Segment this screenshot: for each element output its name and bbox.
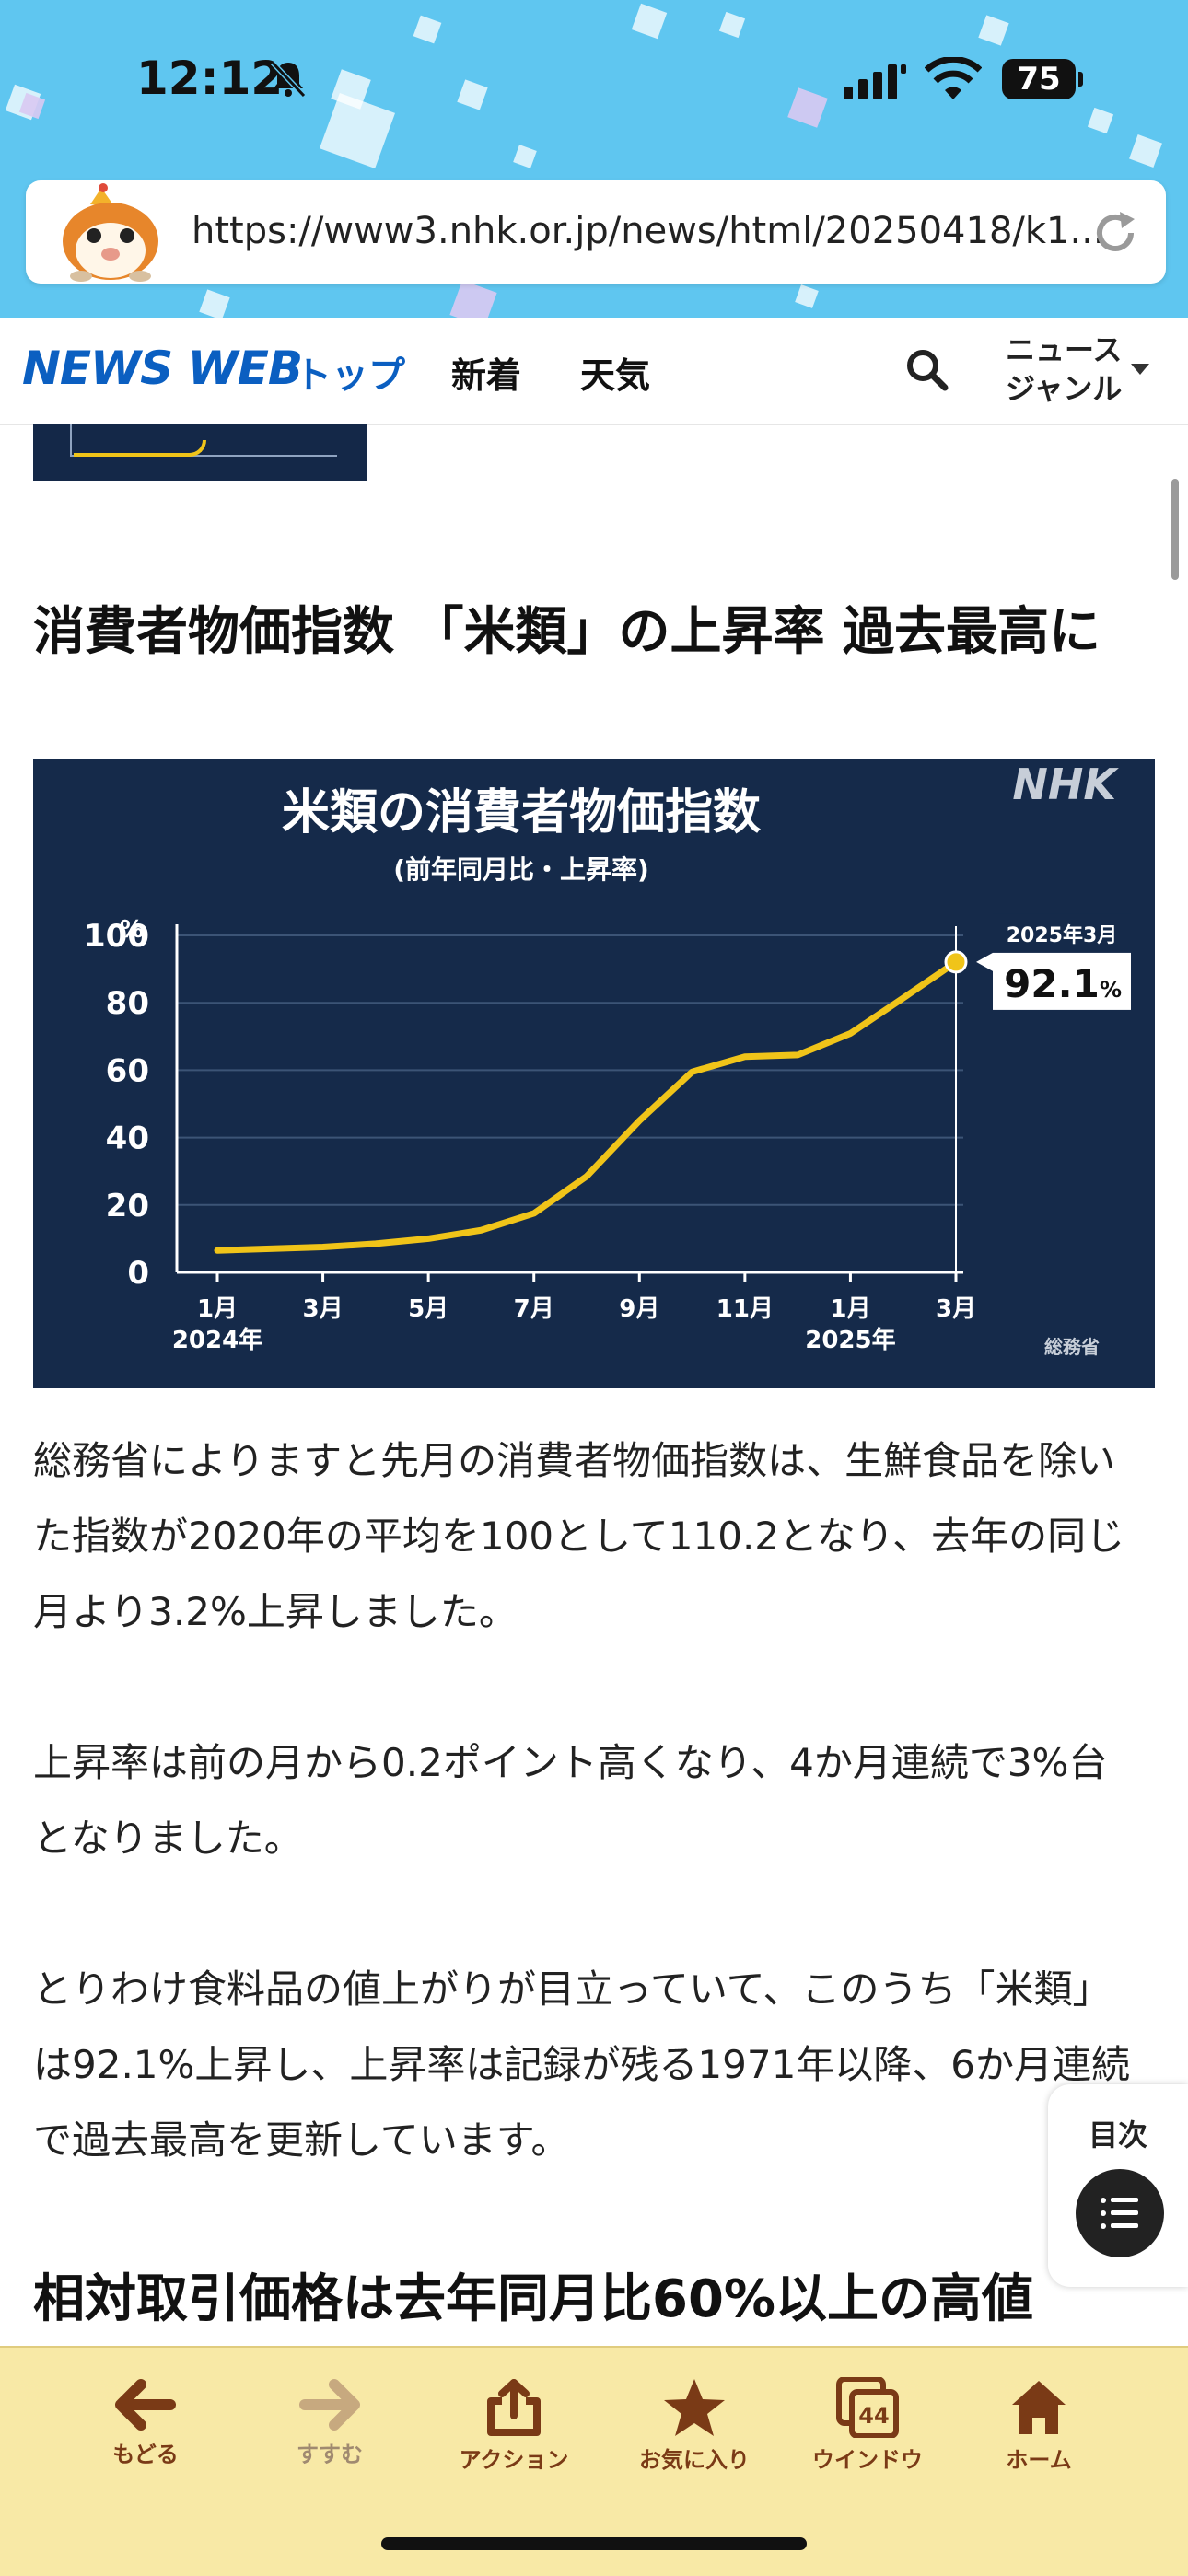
x-tick-label: 1月 — [197, 1295, 238, 1323]
page-scrollbar[interactable] — [1171, 479, 1179, 580]
y-tick-label: 40 — [106, 1120, 149, 1157]
chart-line-fragment — [74, 440, 206, 457]
confetti-decoration — [632, 4, 667, 39]
wifi-icon — [925, 57, 982, 101]
highlight-point — [946, 952, 966, 972]
battery-indicator: 75 — [1002, 59, 1076, 99]
forward-button[interactable]: すすむ — [256, 2377, 403, 2468]
home-icon — [1007, 2377, 1071, 2438]
cellular-signal-icon — [844, 63, 908, 99]
nav-weather-link[interactable]: 天気 — [580, 347, 650, 398]
y-tick-label: 80 — [106, 985, 149, 1022]
genre-menu-button[interactable]: ニュース ジャンル — [1006, 331, 1144, 408]
windows-icon: 44 — [835, 2377, 900, 2438]
y-tick-label: 20 — [106, 1188, 149, 1224]
confetti-decoration — [199, 289, 229, 318]
article-subheading: 相対取引価格は去年同月比60%以上の高値 — [33, 2257, 1147, 2332]
x-year-label: 2025年 — [805, 1326, 895, 1354]
x-tick-label: 9月 — [619, 1295, 659, 1323]
callout-pointer — [976, 953, 993, 971]
x-tick-label: 5月 — [408, 1295, 448, 1323]
favorites-label: お気に入り — [621, 2442, 768, 2474]
x-tick-label: 11月 — [716, 1295, 774, 1323]
x-tick-label: 3月 — [936, 1295, 976, 1323]
action-button[interactable]: アクション — [440, 2377, 588, 2474]
nav-new-link[interactable]: 新着 — [451, 347, 521, 398]
chevron-down-icon[interactable] — [1131, 364, 1149, 375]
browser-header-background: 12:12 75 — [0, 0, 1188, 318]
article-headline: 消費者物価指数 「米類」の上昇率 過去最高に — [33, 597, 1157, 668]
home-label: ホーム — [965, 2442, 1112, 2474]
callout-unit: % — [1100, 977, 1122, 1003]
y-tick-label: 60 — [106, 1052, 149, 1089]
article-paragraph: 上昇率は前の月から0.2ポイント高くなり、4か月連続で3%台となりました。 — [33, 1725, 1138, 1876]
nhk-brand-mark: NHK — [1012, 760, 1119, 809]
chart-axis-line — [70, 424, 72, 457]
genre-label-line2: ジャンル — [1006, 369, 1144, 408]
table-of-contents-button[interactable]: 目次 — [1048, 2084, 1188, 2287]
series-line — [217, 962, 956, 1250]
nav-top-link[interactable]: トップ — [295, 345, 405, 399]
guinea-pig-mascot-icon — [53, 180, 173, 284]
y-tick-label: 0 — [127, 1255, 149, 1292]
article-paragraph: 総務省によりますと先月の消費者物価指数は、生鮮食品を除いた指数が2020年の平均… — [33, 1423, 1138, 1650]
news-web-logo[interactable]: NEWS WEB — [22, 342, 302, 395]
windows-button[interactable]: 44 ウインドウ — [794, 2377, 941, 2474]
rice-cpi-chart: NHK 米類の消費者物価指数 (前年同月比・上昇率) % 総務省 0 20 40 60… — [33, 759, 1155, 1388]
site-navigation: NEWS WEB トップ 新着 天気 ニュース ジャンル — [0, 318, 1188, 425]
chart-source: 総務省 — [1044, 1336, 1100, 1358]
genre-label-line1: ニュース — [1006, 331, 1144, 369]
forward-label: すすむ — [256, 2436, 403, 2468]
x-tick-label: 7月 — [514, 1295, 554, 1323]
confetti-decoration — [795, 284, 819, 308]
list-icon[interactable] — [1076, 2169, 1164, 2257]
window-count: 44 — [858, 2403, 889, 2429]
url-text[interactable]: https://www3.nhk.or.jp/news/html/2025041… — [192, 210, 1105, 252]
address-bar[interactable]: https://www3.nhk.or.jp/news/html/2025041… — [26, 180, 1166, 284]
back-label: もどる — [72, 2436, 219, 2468]
home-indicator — [381, 2537, 807, 2550]
reload-icon[interactable] — [1090, 208, 1140, 258]
forward-arrow-icon — [297, 2377, 362, 2432]
clock: 12:12 — [136, 52, 283, 105]
confetti-decoration — [449, 280, 496, 318]
confetti-decoration — [719, 12, 745, 38]
chart-svg: NHK 米類の消費者物価指数 (前年同月比・上昇率) % 総務省 0 20 40 60… — [33, 759, 1155, 1388]
article-paragraph: とりわけ食料品の値上がりが目立っていて、このうち「米類」は92.1%上昇し、上昇… — [33, 1952, 1138, 2178]
home-button[interactable]: ホーム — [965, 2377, 1112, 2474]
confetti-decoration — [1129, 134, 1162, 168]
x-year-label: 2024年 — [172, 1326, 262, 1354]
back-button[interactable]: もどる — [72, 2377, 219, 2468]
previous-chart-image — [33, 424, 367, 481]
action-label: アクション — [440, 2442, 588, 2474]
windows-label: ウインドウ — [794, 2442, 941, 2474]
back-arrow-icon — [113, 2377, 178, 2432]
status-bar: 12:12 75 — [0, 37, 1188, 120]
search-icon[interactable] — [903, 345, 952, 395]
toc-label: 目次 — [1048, 2112, 1188, 2154]
callout-label: 2025年3月 — [1007, 923, 1118, 947]
star-icon — [662, 2377, 727, 2438]
x-tick-label: 1月 — [830, 1295, 870, 1323]
chart-subtitle: (前年同月比・上昇率) — [393, 854, 649, 885]
callout-value: 92.1 — [1004, 961, 1100, 1006]
chart-title: 米類の消費者物価指数 — [282, 785, 761, 841]
confetti-decoration — [513, 145, 537, 168]
y-tick-label: 100 — [84, 918, 149, 955]
favorites-button[interactable]: お気に入り — [621, 2377, 768, 2474]
share-icon — [482, 2377, 546, 2438]
x-tick-label: 3月 — [303, 1295, 344, 1323]
bell-muted-icon — [267, 57, 309, 99]
